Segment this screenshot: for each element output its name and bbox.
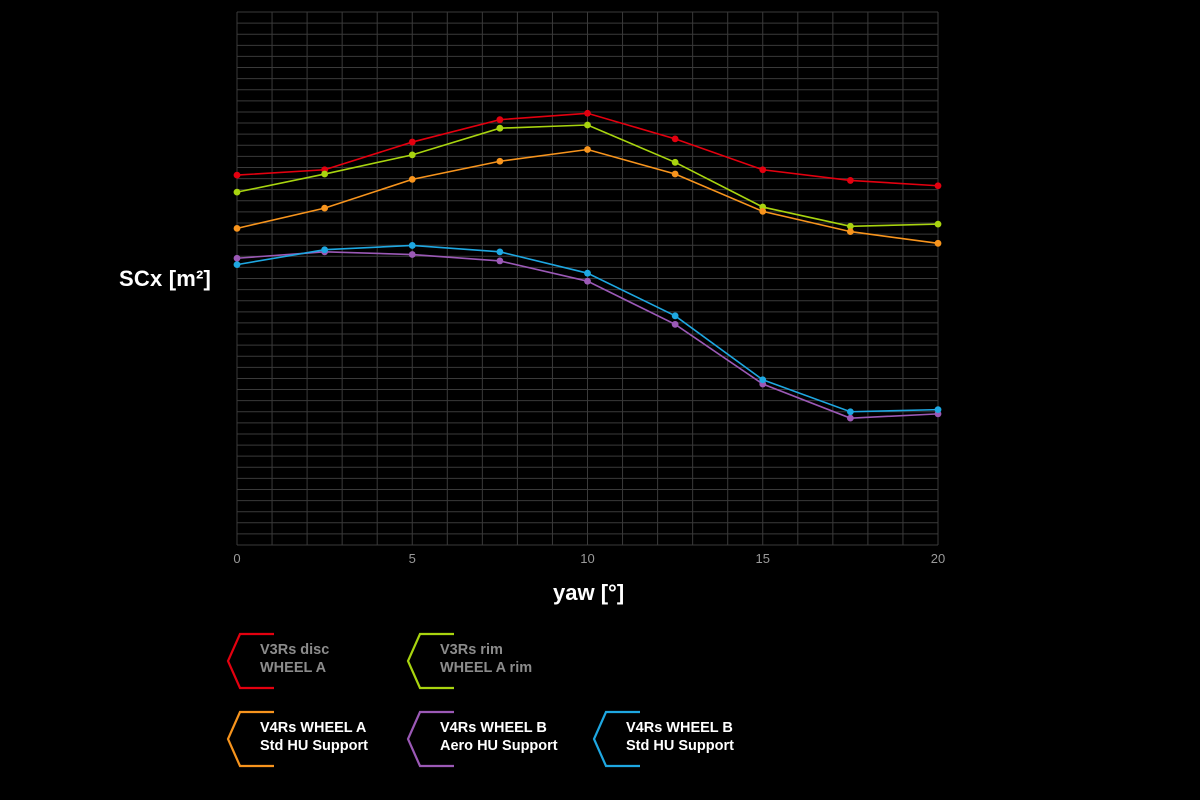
- legend-label-line2: Aero HU Support: [440, 738, 558, 754]
- data-point: [934, 182, 942, 190]
- legend-label-line2: Std HU Support: [260, 738, 368, 754]
- data-point: [846, 414, 854, 422]
- legend-item-v4rs-wheel-b-std: V4Rs WHEEL B Std HU Support: [592, 710, 782, 768]
- data-point: [671, 320, 679, 328]
- y-axis-label: SCx [m²]: [119, 266, 212, 291]
- x-tick-label: 5: [409, 551, 416, 566]
- data-point: [846, 222, 854, 230]
- data-point: [934, 406, 942, 414]
- chart-series: [233, 109, 942, 422]
- data-point: [584, 277, 591, 285]
- legend-bracket-icon: [406, 710, 454, 768]
- legend-label: V3Rs disc WHEEL A: [260, 641, 329, 677]
- data-point: [846, 408, 854, 416]
- data-point: [671, 170, 679, 178]
- legend-label-line2: WHEEL A: [260, 660, 327, 676]
- data-point: [671, 312, 679, 320]
- data-point: [233, 224, 241, 232]
- data-point: [584, 109, 591, 117]
- legend-label-line1: V3Rs disc: [260, 642, 330, 658]
- data-point: [408, 251, 416, 258]
- x-tick-label: 0: [233, 551, 240, 566]
- data-point: [496, 257, 504, 265]
- data-point: [759, 207, 767, 215]
- data-point: [496, 157, 504, 165]
- legend-bracket-icon: [592, 710, 640, 768]
- series-group: [233, 109, 942, 190]
- legend-item-v4rs-wheel-b-aero: V4Rs WHEEL B Aero HU Support: [406, 710, 596, 768]
- legend-item-v4rs-wheel-a-std: V4Rs WHEEL A Std HU Support: [226, 710, 416, 768]
- legend-item-v3rs-rim: V3Rs rim WHEEL A rim: [406, 632, 596, 690]
- legend-item-v3rs-disc: V3Rs disc WHEEL A: [226, 632, 416, 690]
- data-point: [671, 135, 679, 143]
- legend-bracket-icon: [226, 632, 274, 690]
- x-axis-label: yaw [°]: [553, 580, 625, 605]
- data-point: [846, 177, 854, 184]
- data-point: [671, 158, 679, 166]
- legend-label: V3Rs rim WHEEL A rim: [440, 641, 532, 677]
- data-point: [934, 239, 942, 247]
- data-point: [496, 116, 504, 124]
- legend-label: V4Rs WHEEL B Std HU Support: [626, 719, 734, 755]
- data-point: [408, 151, 416, 159]
- data-point: [321, 246, 329, 254]
- legend-label-line1: V3Rs rim: [440, 642, 503, 658]
- legend-label-line2: WHEEL A rim: [440, 660, 533, 676]
- data-point: [321, 204, 329, 212]
- x-tick-label: 15: [756, 551, 770, 566]
- data-point: [759, 376, 767, 384]
- data-point: [321, 170, 329, 178]
- data-point: [408, 242, 416, 249]
- series-group: [233, 146, 942, 247]
- data-point: [584, 269, 591, 277]
- x-tick-label: 20: [931, 551, 945, 566]
- series-group: [233, 248, 942, 422]
- data-point: [233, 171, 241, 179]
- chart-grid: [236, 11, 939, 546]
- legend-bracket-icon: [406, 632, 454, 690]
- legend-label: V4Rs WHEEL B Aero HU Support: [440, 719, 558, 755]
- data-point: [233, 261, 241, 269]
- data-point: [584, 121, 591, 129]
- x-axis-ticks: 0 5 10 15 20: [233, 551, 945, 566]
- data-point: [233, 254, 241, 262]
- data-point: [759, 166, 767, 174]
- series-group: [233, 242, 942, 416]
- legend-label-line1: V4Rs WHEEL A: [260, 720, 367, 736]
- data-point: [584, 146, 591, 153]
- legend-label-line1: V4Rs WHEEL B: [626, 720, 733, 736]
- data-point: [496, 124, 504, 132]
- legend-bracket-icon: [226, 710, 274, 768]
- data-point: [934, 220, 942, 228]
- legend-label: V4Rs WHEEL A Std HU Support: [260, 719, 368, 755]
- data-point: [408, 138, 416, 146]
- legend-label-line2: Std HU Support: [626, 738, 734, 754]
- data-point: [233, 188, 241, 196]
- legend-label-line1: V4Rs WHEEL B: [440, 720, 547, 736]
- data-point: [496, 248, 504, 256]
- data-point: [846, 228, 854, 235]
- data-point: [408, 175, 416, 183]
- x-tick-label: 10: [580, 551, 594, 566]
